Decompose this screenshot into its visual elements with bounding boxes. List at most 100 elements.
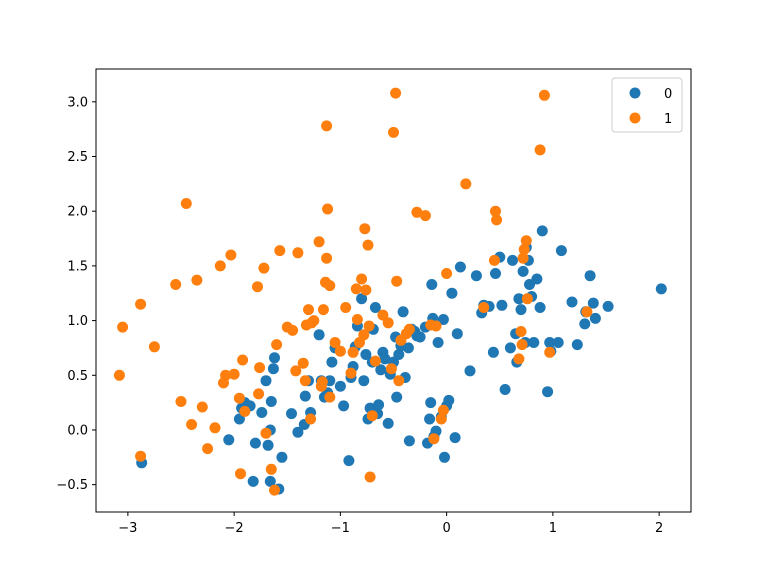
point-series-0-94 [504, 342, 516, 354]
point-series-1-0 [113, 369, 125, 381]
point-series-1-20 [237, 354, 249, 366]
x-tick-label: −2 [225, 521, 244, 536]
x-tick-label: 0 [442, 521, 450, 536]
legend: 01 [611, 77, 683, 133]
point-series-1-62 [359, 223, 371, 235]
point-series-1-97 [520, 235, 532, 247]
point-series-1-39 [305, 413, 317, 425]
point-series-1-41 [308, 315, 320, 327]
y-tick-label: 2.0 [67, 205, 88, 220]
point-series-0-33 [343, 455, 355, 467]
point-series-0-51 [382, 417, 394, 429]
point-series-1-19 [235, 468, 246, 480]
point-series-1-71 [385, 363, 397, 375]
point-series-0-19 [292, 426, 304, 438]
x-tick-label: −3 [118, 521, 137, 536]
point-series-0-107 [531, 273, 543, 285]
point-series-0-58 [397, 306, 409, 318]
legend-marker-1 [629, 112, 641, 124]
point-series-1-72 [388, 126, 399, 138]
y-tick-label: 1.0 [67, 314, 88, 329]
point-series-1-70 [382, 317, 394, 329]
point-series-1-47 [321, 120, 333, 132]
point-series-1-56 [347, 346, 359, 358]
point-series-1-64 [362, 239, 374, 251]
point-series-1-35 [297, 357, 309, 369]
point-series-1-9 [191, 274, 203, 286]
point-series-1-25 [258, 262, 270, 274]
point-series-1-96 [518, 244, 530, 255]
point-series-0-84 [464, 365, 476, 377]
x-tick-label: 2 [655, 521, 663, 536]
point-series-0-113 [552, 337, 564, 348]
point-series-0-99 [515, 304, 527, 316]
point-series-0-29 [326, 356, 338, 368]
point-series-1-88 [478, 302, 490, 313]
point-series-1-17 [228, 368, 240, 380]
point-series-0-61 [403, 435, 415, 447]
point-series-0-89 [487, 346, 499, 358]
point-series-0-32 [338, 400, 350, 412]
point-series-1-75 [393, 375, 405, 387]
x-tick-label: −1 [331, 521, 350, 536]
y-tick-label: 0.0 [67, 423, 88, 438]
point-series-1-32 [287, 324, 299, 336]
point-series-1-24 [254, 362, 266, 374]
point-series-1-11 [202, 443, 214, 455]
point-series-1-21 [239, 405, 251, 417]
point-series-1-29 [271, 339, 283, 351]
point-series-1-82 [428, 433, 440, 445]
point-series-0-56 [393, 349, 405, 360]
point-series-0-110 [542, 386, 554, 398]
point-series-1-6 [175, 396, 187, 407]
point-series-0-47 [373, 399, 385, 411]
point-series-1-101 [544, 346, 556, 358]
point-series-0-76 [437, 314, 449, 325]
point-series-1-100 [538, 89, 550, 101]
point-series-1-73 [390, 87, 402, 99]
point-series-1-65 [363, 320, 375, 332]
point-series-1-63 [360, 284, 372, 296]
point-series-0-83 [454, 261, 466, 273]
point-series-1-91 [491, 214, 503, 226]
point-series-1-102 [581, 306, 593, 318]
point-series-0-80 [446, 287, 458, 299]
point-series-1-52 [329, 337, 341, 348]
point-series-1-84 [435, 413, 447, 425]
legend-label-0: 0 [664, 87, 672, 102]
point-series-1-30 [274, 245, 286, 257]
point-series-0-40 [360, 349, 372, 360]
point-series-0-85 [470, 270, 482, 282]
y-tick-label: 3.0 [67, 95, 88, 110]
point-series-1-55 [345, 367, 357, 379]
point-series-0-93 [499, 384, 511, 395]
point-series-1-15 [220, 369, 232, 381]
point-series-1-22 [252, 281, 263, 293]
point-series-1-58 [351, 314, 363, 325]
point-series-0-114 [555, 245, 567, 257]
point-series-1-92 [513, 353, 525, 365]
point-series-1-12 [209, 422, 221, 434]
point-series-0-12 [265, 396, 277, 407]
point-series-1-42 [313, 236, 325, 248]
point-series-1-83 [430, 320, 442, 332]
point-series-0-45 [369, 302, 381, 313]
point-series-0-10 [262, 439, 274, 451]
point-series-0-108 [534, 302, 546, 313]
y-tick-label: −0.5 [56, 478, 88, 493]
point-series-0-17 [276, 451, 288, 463]
point-series-1-33 [290, 365, 302, 377]
point-series-0-79 [443, 394, 455, 406]
point-series-1-23 [253, 388, 265, 400]
point-series-0-123 [655, 283, 667, 295]
point-series-0-15 [269, 352, 280, 364]
point-series-0-68 [424, 413, 436, 425]
point-series-0-38 [356, 293, 368, 305]
point-series-1-51 [324, 280, 336, 292]
point-series-0-74 [432, 337, 444, 348]
point-series-0-14 [267, 363, 279, 375]
point-series-1-10 [196, 401, 208, 413]
point-series-0-111 [544, 337, 556, 348]
point-series-1-7 [180, 198, 192, 209]
